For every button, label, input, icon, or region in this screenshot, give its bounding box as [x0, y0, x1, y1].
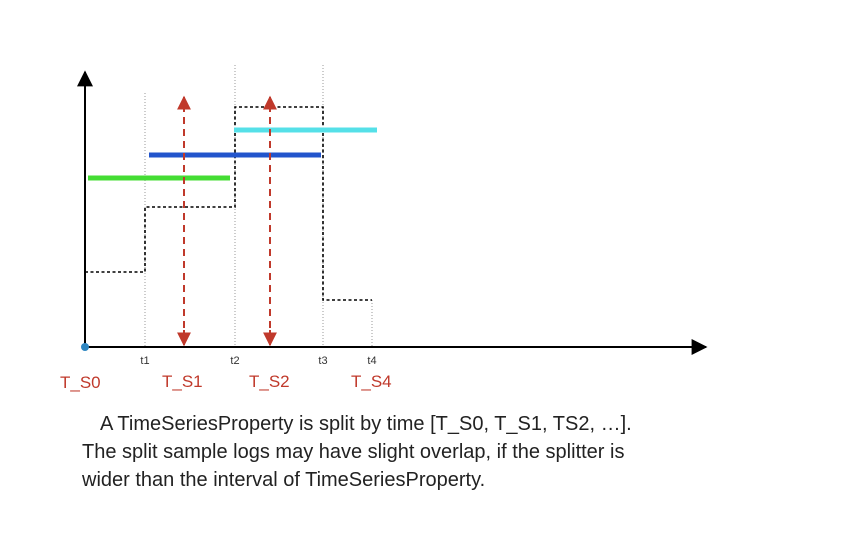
caption-line-2: The split sample logs may have slight ov…: [82, 441, 625, 463]
caption: A TimeSeriesProperty is split by time [T…: [82, 410, 782, 494]
tick-label-t1: t1: [140, 355, 149, 367]
split-label-ts4: T_S4: [351, 372, 392, 391]
split-label-ts2: T_S2: [249, 372, 290, 391]
split-label-ts1: T_S1: [162, 372, 203, 391]
step-function: [85, 106, 372, 301]
caption-line-1: A TimeSeriesProperty is split by time [T…: [100, 413, 632, 435]
origin-dot: [81, 343, 89, 351]
caption-line-3: wider than the interval of TimeSeriesPro…: [82, 469, 486, 491]
split-label-ts0: T_S0: [60, 373, 101, 392]
tick-label-t4: t4: [367, 355, 376, 367]
tick-label-t2: t2: [230, 355, 239, 367]
tick-label-t3: t3: [318, 355, 327, 367]
